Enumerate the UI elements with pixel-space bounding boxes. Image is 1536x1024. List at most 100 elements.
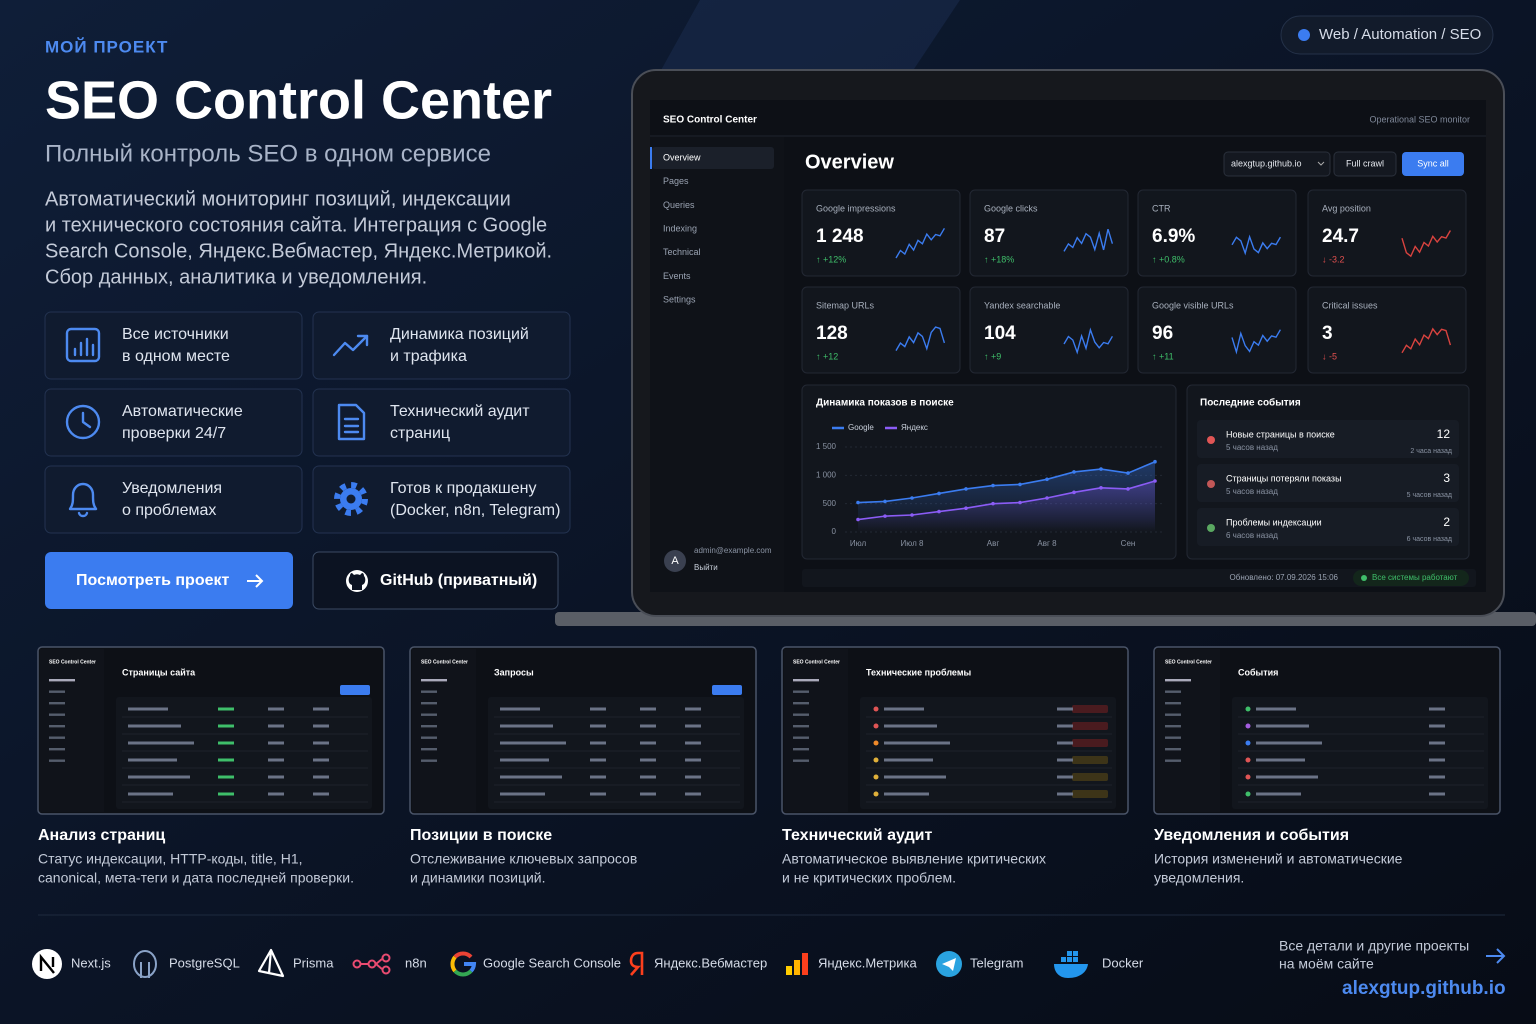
thumbnail-cell [500, 792, 545, 796]
thumbnail-heading: Технические проблемы [866, 667, 971, 677]
thumbnail-cell [268, 707, 284, 711]
event-ago: 2 часа назад [1410, 448, 1452, 455]
thumbnail-panel [488, 697, 744, 809]
thumbnail-cell [1256, 707, 1296, 711]
thumbnail-cell [685, 792, 701, 796]
kpi-value: 3 [1322, 323, 1333, 344]
thumbnail-cell [1057, 724, 1073, 728]
feature-text: Уведомления [122, 480, 222, 497]
thumbnail-cell [884, 792, 929, 796]
thumbnail-cell [640, 758, 656, 762]
stack-logo [786, 953, 808, 975]
sparkline [1401, 327, 1452, 354]
thumbnail-nav [1165, 702, 1181, 705]
thumbnail-cell [590, 724, 606, 728]
thumbnail-dot [1245, 774, 1251, 780]
thumbnail-cell [685, 707, 701, 711]
kpi-card [801, 189, 961, 277]
event-time: 6 часов назад [1226, 531, 1278, 540]
point [1045, 496, 1049, 500]
nav-active[interactable] [652, 147, 774, 169]
point [937, 509, 941, 514]
secondary-button[interactable] [312, 551, 559, 610]
point [856, 517, 860, 522]
thumbnail-cell [1429, 707, 1445, 711]
thumbnail-cell [685, 758, 701, 762]
subtitle: Полный контроль SEO в одном сервисе [45, 140, 491, 167]
thumbnail-dot [873, 791, 879, 797]
thumbnail-sidebar [784, 649, 848, 812]
thumbnail-cell [1429, 741, 1445, 745]
thumbnail-heading: Страницы сайта [122, 667, 196, 677]
feature-text: в одном месте [122, 348, 230, 365]
action-button[interactable] [1402, 152, 1464, 176]
line [857, 460, 1156, 504]
kpi-value: 87 [984, 226, 1005, 247]
point [1126, 487, 1130, 491]
thumbnail-panel [1232, 697, 1488, 809]
thumbnail-cell [1256, 758, 1305, 762]
description-line: и технического состояния сайта. Интеграц… [45, 214, 547, 236]
thumbnail-cell [268, 792, 284, 796]
thumbnail-app-title: SEO Control Center [421, 659, 468, 665]
nav-active-bar [650, 147, 652, 169]
logo [450, 955, 457, 973]
user-email: admin@example.com [694, 546, 772, 555]
kpi-card [801, 286, 961, 374]
thumbnail-nav [49, 679, 75, 682]
thumbnail-cell [590, 741, 606, 745]
thumbnail-cell [884, 775, 946, 779]
status-bar [802, 569, 1476, 587]
sparkline [895, 227, 946, 259]
feature-text: Динамика позиций [390, 326, 529, 343]
github-icon [348, 573, 366, 590]
thumbnail-cell [640, 741, 656, 745]
y-tick-label: 500 [823, 499, 837, 508]
icon [68, 482, 98, 518]
logo [1073, 951, 1078, 956]
thumbnail-cell [218, 792, 234, 796]
badge-text: Web / Automation / SEO [1319, 26, 1481, 43]
kpi-value: 128 [816, 323, 848, 344]
point [1045, 477, 1049, 482]
thumbnail-nav [49, 713, 65, 716]
kpi-delta: ↑ +12% [816, 254, 846, 264]
thumbnail-nav [421, 702, 437, 705]
thumbnail-cell [640, 775, 656, 779]
thumbnail-nav [421, 679, 447, 682]
thumbnail-cell [128, 775, 190, 779]
title: SEO Control Center [45, 70, 552, 130]
thumbnail-cell [884, 724, 937, 728]
logo [629, 951, 644, 976]
thumbnail-cell [1256, 724, 1309, 728]
events-title: Последние события [1200, 397, 1301, 409]
domain-select[interactable] [1223, 151, 1331, 177]
thumbnail-cell [1256, 775, 1318, 779]
sparkline [1231, 329, 1282, 355]
logo [352, 959, 362, 969]
point [1018, 500, 1022, 505]
thumbnail-cell [1429, 792, 1445, 796]
nav-item: Settings [663, 295, 696, 305]
feature-icon [337, 403, 366, 441]
logo [942, 958, 956, 971]
point [1072, 490, 1076, 495]
thumbnail-dot [873, 774, 879, 780]
thumbnail-cell [1057, 792, 1073, 796]
feature-card [312, 388, 571, 457]
x-tick-label: Авг [987, 539, 1000, 548]
action-button[interactable] [1333, 151, 1397, 177]
event-dot [1207, 480, 1215, 488]
event-ago: 6 часов назад [1407, 536, 1452, 543]
primary-button[interactable] [45, 552, 293, 609]
footer-link[interactable]: alexgtup.github.io [1342, 978, 1506, 999]
logo [1067, 957, 1072, 962]
thumbnail-dot [1245, 757, 1251, 763]
stack-logo [257, 948, 285, 978]
thumbnail-nav [421, 725, 437, 728]
kpi-value: 96 [1152, 323, 1173, 344]
thumbnail-cell [218, 724, 234, 728]
feature-icon [68, 482, 98, 518]
thumbnail-sidebar [1156, 649, 1220, 812]
